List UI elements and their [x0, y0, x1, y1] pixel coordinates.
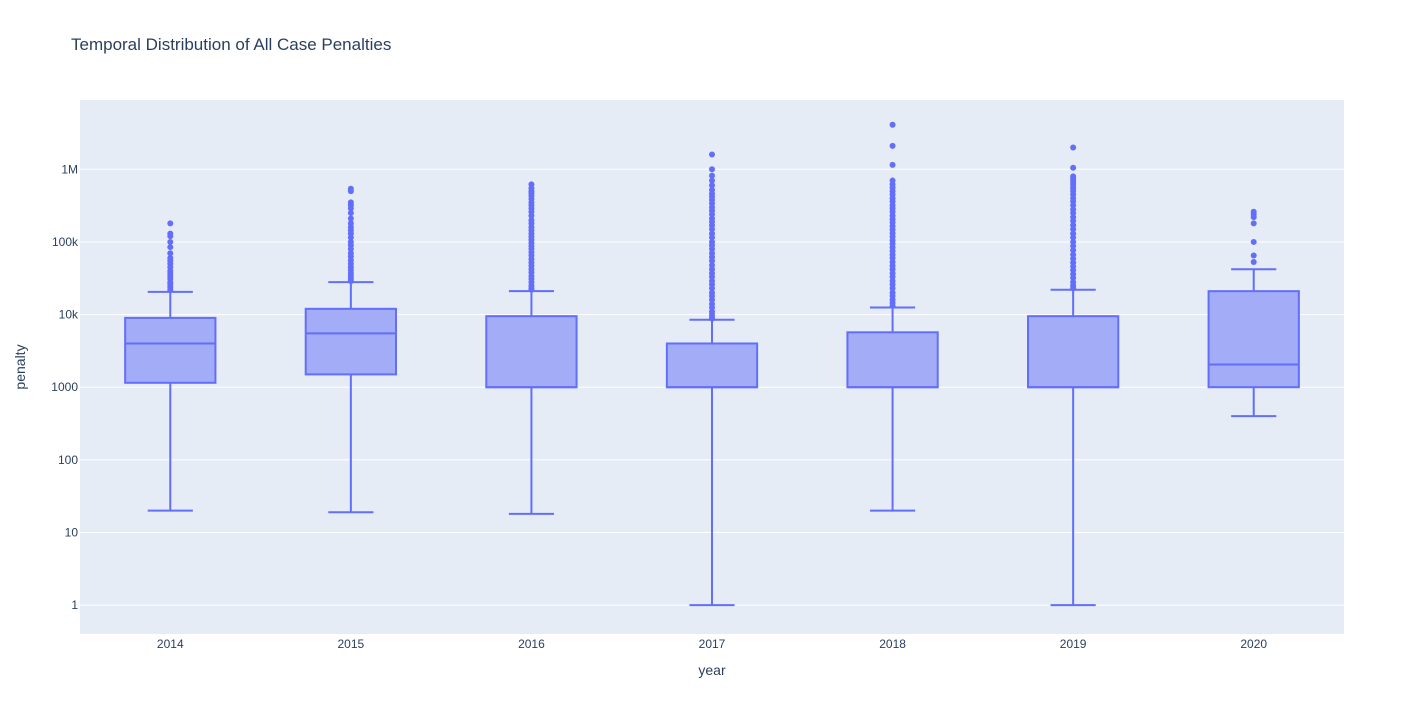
iqr-box — [665, 342, 759, 389]
outlier-point — [709, 234, 715, 241]
x-tick-label: 2017 — [699, 637, 726, 651]
iqr-box — [1207, 290, 1300, 389]
outlier-point — [889, 121, 896, 128]
box-2015 — [304, 185, 398, 514]
y-tick-label: 100k — [52, 235, 79, 249]
outlier-point — [1070, 226, 1077, 233]
outlier-point — [347, 234, 354, 241]
outlier-point — [167, 286, 174, 293]
outlier-point — [709, 257, 715, 264]
box-2019 — [1027, 144, 1120, 607]
outlier-point — [709, 182, 715, 189]
outlier-point — [1070, 274, 1077, 281]
outlier-point — [167, 233, 174, 240]
outlier-point — [709, 177, 715, 184]
iqr-box — [124, 316, 217, 384]
outlier-point — [1070, 144, 1077, 151]
outlier-point — [709, 315, 715, 322]
outlier-point — [1070, 202, 1077, 209]
outlier-point — [1250, 238, 1257, 245]
x-axis-ticks: 2014 2015 2016 2017 2018 2019 2020 — [157, 637, 1267, 651]
outlier-point — [709, 285, 715, 292]
outlier-point — [709, 151, 715, 158]
outlier-point — [1070, 242, 1077, 249]
y-tick-label: 10k — [59, 308, 79, 322]
outlier-point — [1070, 234, 1077, 241]
outlier-point — [709, 245, 715, 252]
iqr-box — [1027, 315, 1120, 389]
box-2020 — [1207, 208, 1300, 418]
outlier-point — [167, 250, 174, 257]
outlier-point — [167, 238, 174, 245]
chart-title: Temporal Distribution of All Case Penalt… — [71, 35, 391, 54]
outlier-point — [347, 210, 354, 217]
outlier-point — [1250, 252, 1257, 259]
outlier-point — [1070, 285, 1077, 292]
x-tick-label: 2019 — [1060, 637, 1087, 651]
outlier-point — [347, 245, 354, 252]
outlier-point — [889, 302, 896, 309]
y-tick-label: 1 — [71, 598, 78, 612]
outlier-point — [1250, 214, 1257, 221]
outlier-point — [347, 205, 354, 212]
outlier-point — [528, 286, 535, 293]
y-tick-label: 10 — [65, 525, 79, 539]
y-tick-label: 100 — [58, 453, 78, 467]
outlier-point — [709, 226, 715, 233]
outlier-point — [709, 296, 715, 303]
box-2018 — [846, 121, 939, 512]
outlier-point — [1250, 258, 1257, 265]
outlier-point — [1070, 164, 1077, 171]
outlier-point — [347, 277, 354, 284]
y-tick-label: 1M — [61, 162, 78, 176]
iqr-box — [485, 315, 578, 389]
outlier-point — [709, 262, 715, 269]
boxes — [124, 121, 1300, 607]
x-axis-title: year — [698, 662, 726, 678]
y-axis-ticks: 1 10 100 1000 10k 100k 1M — [51, 162, 79, 612]
y-tick-label: 1000 — [51, 380, 78, 394]
outlier-point — [709, 211, 715, 218]
outlier-point — [709, 166, 715, 173]
outlier-point — [889, 142, 896, 149]
outlier-point — [889, 285, 896, 292]
x-tick-label: 2016 — [518, 637, 545, 651]
outlier-point — [1250, 220, 1257, 227]
box-2016 — [485, 181, 578, 515]
box-2017 — [665, 151, 759, 607]
outlier-point — [1070, 267, 1077, 274]
outlier-point — [347, 215, 354, 222]
iqr-box — [846, 331, 939, 389]
outlier-point — [1070, 247, 1077, 254]
outlier-point — [709, 172, 715, 179]
outlier-point — [167, 220, 174, 227]
x-tick-label: 2020 — [1240, 637, 1267, 651]
x-tick-label: 2018 — [879, 637, 906, 651]
outlier-point — [347, 188, 354, 195]
outlier-point — [1070, 217, 1077, 224]
x-tick-label: 2014 — [157, 637, 184, 651]
outlier-point — [167, 244, 174, 251]
y-axis-title: penalty — [12, 344, 28, 389]
box-2014 — [124, 220, 217, 512]
iqr-box — [304, 307, 398, 376]
x-tick-label: 2015 — [338, 637, 365, 651]
outlier-point — [889, 161, 896, 168]
outlier-point — [528, 212, 535, 219]
